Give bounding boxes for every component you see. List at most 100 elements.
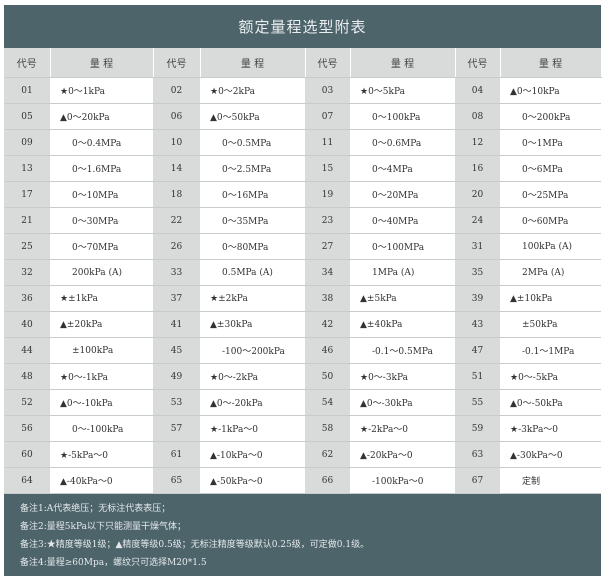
code-cell: 62 <box>305 441 350 468</box>
code-cell: 23 <box>305 207 350 234</box>
code-cell: 13 <box>4 155 50 182</box>
table-row: 60 ★-5kPa～0 61 ▲-10kPa～0 62 ▲-20kPa～0 63 ▲-30kP… <box>4 441 601 468</box>
code-cell: 48 <box>4 363 50 390</box>
code-cell: 49 <box>153 363 200 390</box>
range-cell: ★0～5kPa <box>350 77 455 104</box>
range-cell: ★0～2kPa <box>200 77 305 104</box>
code-cell: 44 <box>4 337 50 364</box>
code-cell: 61 <box>153 441 200 468</box>
range-cell: 0～1MPa <box>500 129 601 156</box>
code-cell: 53 <box>153 389 200 416</box>
range-cell: 0～-100kPa <box>50 415 153 442</box>
code-cell: 27 <box>305 233 350 260</box>
code-cell: 34 <box>305 259 350 286</box>
code-cell: 52 <box>4 389 50 416</box>
range-cell: ▲-20kPa～0 <box>350 441 455 468</box>
code-cell: 10 <box>153 129 200 156</box>
range-cell: 0～100MPa <box>350 233 455 260</box>
range-cell: ▲-50kPa～0 <box>200 467 305 494</box>
range-cell: 0～0.5MPa <box>200 129 305 156</box>
range-cell: 0～200kPa <box>500 103 601 130</box>
code-cell: 18 <box>153 181 200 208</box>
range-cell: ▲0～-50kPa <box>500 389 601 416</box>
table-row: 13 0～1.6MPa 14 0～2.5MPa 15 0～4MPa 16 0～6MPa <box>4 155 601 182</box>
table-row: 40 ▲±20kPa 41 ▲±30kPa 42 ▲±40kPa 43 ±50kPa <box>4 311 601 338</box>
header-range: 量 程 <box>350 48 456 78</box>
range-cell: 100kPa (A) <box>500 233 601 260</box>
table-title: 额定量程选型附表 <box>4 5 601 48</box>
note-1: 备注1:A代表绝压；无标注代表表压； <box>20 504 171 514</box>
table-row: 01 ★0～1kPa 02 ★0～2kPa 03 ★0～5kPa 04 ▲0～10kPa <box>4 77 601 104</box>
range-cell: 0～16MPa <box>200 181 305 208</box>
code-cell: 64 <box>4 467 50 494</box>
code-cell: 17 <box>4 181 50 208</box>
range-cell: ★0～-5kPa <box>500 363 601 390</box>
code-cell: 36 <box>4 285 50 312</box>
table-row: 25 0～70MPa 26 0～80MPa 27 0～100MPa 31 100kPa (A) <box>4 233 601 260</box>
range-cell: 1MPa (A) <box>350 259 455 286</box>
range-cell: 0～100kPa <box>350 103 455 130</box>
table-row: 05 ▲0～20kPa 06 ▲0～50kPa 07 0～100kPa 08 0～200kPa <box>4 103 601 130</box>
code-cell: 14 <box>153 155 200 182</box>
table-row: 52 ▲0～-10kPa 53 ▲0～-20kPa 54 ▲0～-30kPa 55 ▲0～-5… <box>4 389 601 416</box>
code-cell: 57 <box>153 415 200 442</box>
code-cell: 05 <box>4 103 50 130</box>
table-row: 36 ★±1kPa 37 ★±2kPa 38 ▲±5kPa 39 ▲±10kPa <box>4 285 601 312</box>
code-cell: 60 <box>4 441 50 468</box>
code-cell: 08 <box>455 103 500 130</box>
table-row: 21 0～30MPa 22 0～35MPa 23 0～40MPa 24 0～60MPa <box>4 207 601 234</box>
code-cell: 47 <box>455 337 500 364</box>
range-cell: 0～0.6MPa <box>350 129 455 156</box>
code-cell: 03 <box>305 77 350 104</box>
code-cell: 51 <box>455 363 500 390</box>
range-cell: 0～80MPa <box>200 233 305 260</box>
range-cell: 0～60MPa <box>500 207 601 234</box>
range-cell: 定制 <box>500 467 601 494</box>
range-cell: ▲±10kPa <box>500 285 601 312</box>
range-cell: ±50kPa <box>500 311 601 338</box>
table-row: 17 0～10MPa 18 0～16MPa 19 0～20MPa 20 0～25MPa <box>4 181 601 208</box>
code-cell: 54 <box>305 389 350 416</box>
code-cell: 41 <box>153 311 200 338</box>
code-cell: 46 <box>305 337 350 364</box>
header-code: 代号 <box>4 48 51 78</box>
code-cell: 66 <box>305 467 350 494</box>
header-code: 代号 <box>305 48 351 78</box>
range-cell: ★0～1kPa <box>50 77 153 104</box>
header-range: 量 程 <box>200 48 306 78</box>
range-cell: 0～40MPa <box>350 207 455 234</box>
header-row: 代号量 程代号量 程代号量 程代号量 程 <box>4 48 602 78</box>
code-cell: 26 <box>153 233 200 260</box>
code-cell: 04 <box>455 77 500 104</box>
table-row: 09 0～0.4MPa 10 0～0.5MPa 11 0～0.6MPa 12 0～1MPa <box>4 129 601 156</box>
code-cell: 59 <box>455 415 500 442</box>
code-cell: 20 <box>455 181 500 208</box>
code-cell: 02 <box>153 77 200 104</box>
code-cell: 35 <box>455 259 500 286</box>
range-cell: ★-5kPa～0 <box>50 441 153 468</box>
table-row: 32 200kPa (A) 33 0.5MPa (A) 34 1MPa (A) 35 2MPa… <box>4 259 601 286</box>
code-cell: 67 <box>455 467 500 494</box>
range-cell: 0～4MPa <box>350 155 455 182</box>
table-row: 64 ▲-40kPa～0 65 ▲-50kPa～0 66 -100kPa～0 67 定制 <box>4 467 601 494</box>
range-cell: ▲-40kPa～0 <box>50 467 153 494</box>
header-range: 量 程 <box>50 48 154 78</box>
range-cell: ★0～-1kPa <box>50 363 153 390</box>
range-cell: ▲±20kPa <box>50 311 153 338</box>
range-cell: ▲0～-20kPa <box>200 389 305 416</box>
code-cell: 12 <box>455 129 500 156</box>
range-cell: 2MPa (A) <box>500 259 601 286</box>
note-2: 备注2:量程5kPa以下只能测量干燥气体； <box>20 522 186 532</box>
header-code: 代号 <box>455 48 501 78</box>
code-cell: 55 <box>455 389 500 416</box>
code-cell: 32 <box>4 259 50 286</box>
range-cell: ▲±40kPa <box>350 311 455 338</box>
code-cell: 25 <box>4 233 50 260</box>
code-cell: 21 <box>4 207 50 234</box>
code-cell: 37 <box>153 285 200 312</box>
range-cell: ▲0～10kPa <box>500 77 601 104</box>
range-cell: ★-2kPa～0 <box>350 415 455 442</box>
range-cell: 0～2.5MPa <box>200 155 305 182</box>
range-cell: 0～70MPa <box>50 233 153 260</box>
range-cell: 0～6MPa <box>500 155 601 182</box>
